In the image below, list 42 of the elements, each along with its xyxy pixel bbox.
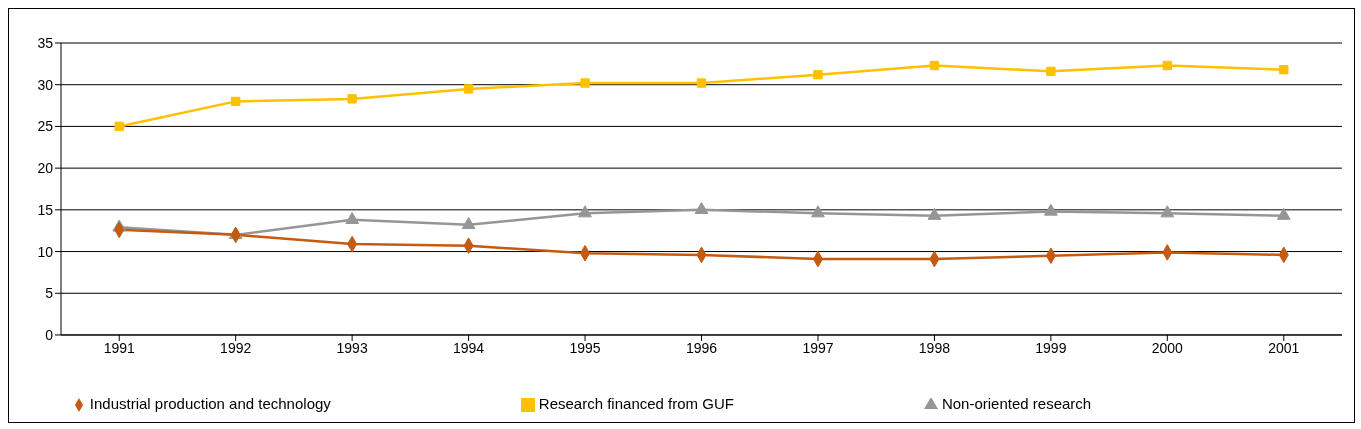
y-tick-label: 25 [37,118,54,135]
legend-label: Non-oriented research [941,394,1092,412]
y-tick-label: 5 [45,285,54,302]
y-tick-label: 0 [45,326,54,343]
point [1276,207,1291,220]
point [347,94,357,104]
y-tick-label: 10 [37,243,54,260]
x-tick-label: 1998 [918,339,951,356]
y-tick-label: 15 [37,201,54,218]
point [811,205,825,218]
point [694,202,709,215]
point [578,205,592,218]
x-tick-label: 1995 [569,339,601,356]
x-tick-label: 1994 [453,339,485,356]
x-tick-label: 1992 [220,339,252,356]
point [1162,60,1172,71]
point [1044,203,1058,216]
point [1160,205,1175,218]
point [114,121,124,132]
legend-label: Research financed from GUF [538,394,734,412]
x-tick-label: 1991 [103,339,136,356]
y-tick-label: 35 [37,34,54,51]
point [813,70,823,80]
point [1046,66,1056,77]
point [1279,65,1289,75]
x-tick-label: 2000 [1151,339,1184,356]
x-tick-label: 1993 [336,339,368,356]
point [463,84,474,94]
y-tick-label: 20 [37,160,54,177]
x-tick-label: 1997 [802,339,834,356]
y-tick-label: 30 [37,76,54,93]
point [345,212,359,225]
x-tick-label: 2001 [1268,339,1300,356]
x-tick-label: 1999 [1035,339,1067,356]
point [929,60,940,71]
x-tick-label: 1996 [685,339,718,356]
legend-label: Industrial production and technology [89,394,331,412]
point [927,207,942,220]
point [231,96,241,107]
point [580,78,590,88]
point [461,217,476,230]
point [696,78,707,88]
